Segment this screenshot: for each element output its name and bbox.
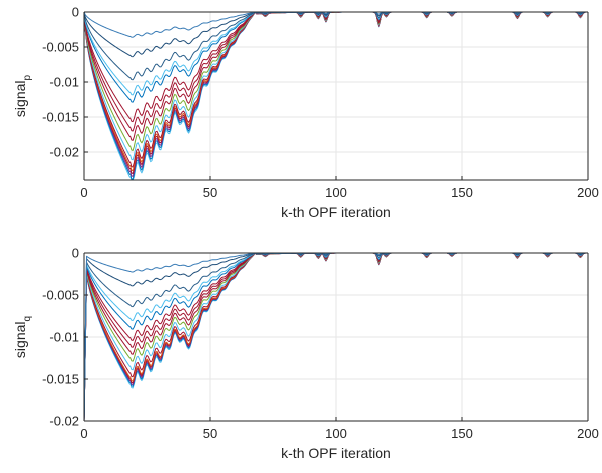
- x-tick-label: 100: [325, 426, 347, 441]
- y-tick-label: -0.015: [42, 372, 79, 387]
- x-tick-label: 50: [203, 185, 217, 200]
- x-tick-label: 200: [577, 426, 599, 441]
- y-axis-label: signalq: [12, 316, 33, 358]
- y-tick-label: -0.015: [42, 110, 79, 125]
- x-axis-label: k-th OPF iteration: [281, 445, 391, 461]
- y-axis-label: signalp: [12, 74, 33, 117]
- y-tick-label: -0.02: [49, 414, 79, 429]
- y-axis-label-subscript: p: [22, 74, 33, 80]
- x-tick-label: 50: [203, 426, 217, 441]
- x-tick-label: 150: [451, 426, 473, 441]
- x-tick-label: 0: [80, 426, 87, 441]
- y-tick-label: -0.005: [42, 40, 79, 55]
- y-axis-label-main: signal: [12, 80, 28, 117]
- x-tick-label: 200: [577, 185, 599, 200]
- x-axis-label: k-th OPF iteration: [281, 204, 391, 220]
- y-axis-label-main: signal: [12, 321, 28, 358]
- y-tick-label: 0: [72, 246, 79, 261]
- y-tick-label: 0: [72, 5, 79, 20]
- y-axis-label-subscript: q: [22, 316, 33, 322]
- x-tick-label: 150: [451, 185, 473, 200]
- y-tick-label: -0.005: [42, 288, 79, 303]
- signal-p-panel: 0 50 100 150 200 0 -0.005 -0.01 -0.015 -0.02 k-th …: [12, 5, 599, 221]
- signal-q-panel: 0 50 100 150 200 0 -0.005 -0.01 -0.015 -0.02 k-th …: [12, 246, 599, 462]
- y-tick-label: -0.02: [49, 145, 79, 160]
- y-tick-label: -0.01: [49, 75, 79, 90]
- y-tick-label: -0.01: [49, 330, 79, 345]
- x-tick-label: 0: [80, 185, 87, 200]
- x-tick-label: 100: [325, 185, 347, 200]
